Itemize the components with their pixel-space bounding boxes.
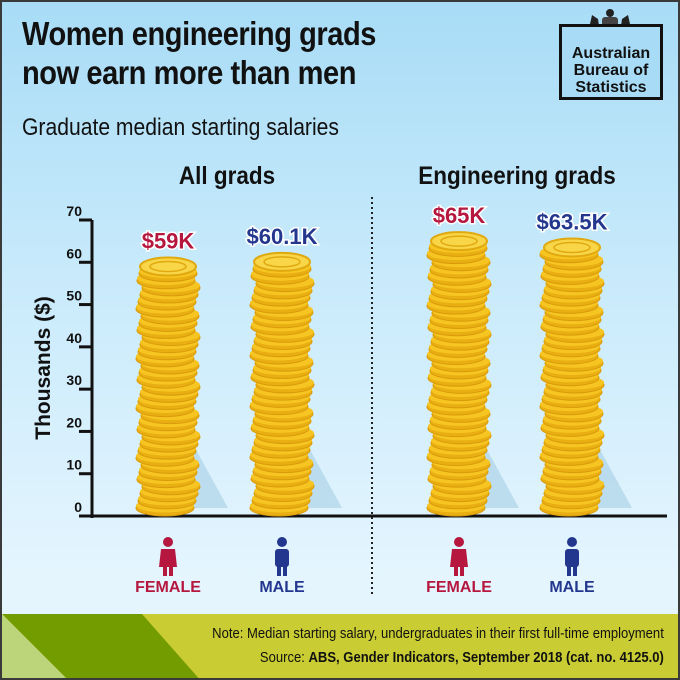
data-label: $60.1K — [247, 224, 318, 249]
coin-top-ring — [553, 241, 591, 254]
page-title: Women engineering grads now earn more th… — [22, 14, 376, 92]
x-category-label: FEMALE — [135, 579, 201, 596]
icon-leg — [573, 566, 577, 576]
data-label: $63.5K — [537, 209, 608, 234]
coin-top-ring — [149, 260, 187, 273]
icon-leg — [454, 566, 458, 576]
y-tick-label: 40 — [66, 330, 82, 346]
title-line-2: now earn more than men — [22, 54, 357, 91]
coin-top — [430, 231, 488, 252]
data-label: $65K — [433, 203, 486, 228]
y-tick-label: 70 — [66, 203, 82, 219]
coin-shadow — [485, 446, 519, 508]
icon-leg — [277, 566, 281, 576]
source-text: ABS, Gender Indicators, September 2018 (… — [308, 650, 664, 666]
icon-leg — [169, 566, 173, 576]
group-label-all-grads: All grads — [178, 162, 276, 190]
coin-shadow — [194, 446, 228, 508]
y-axis-label: Thousands ($) — [32, 296, 55, 440]
y-tick-label: 60 — [66, 245, 82, 261]
subtitle: Graduate median starting salaries — [22, 114, 339, 141]
footer-note: Note: Median starting salary, undergradu… — [212, 626, 664, 642]
x-category-label: MALE — [549, 579, 595, 596]
female-icon-body — [450, 549, 468, 567]
footer-stripes — [2, 614, 199, 678]
footer: Note: Median starting salary, undergradu… — [2, 614, 678, 678]
male-icon — [567, 537, 577, 547]
icon-leg — [567, 566, 571, 576]
coin-top — [139, 256, 197, 277]
footer-source: Source: ABS, Gender Indicators, Septembe… — [260, 650, 664, 666]
coin-top-ring — [263, 256, 301, 268]
x-category-label: FEMALE — [426, 579, 492, 596]
coin-top — [253, 251, 311, 272]
male-icon — [277, 537, 287, 547]
coin-top — [543, 237, 601, 258]
male-icon-body — [565, 549, 579, 567]
logo-line: Statistics — [575, 79, 647, 96]
female-icon — [454, 537, 464, 547]
abs-logo: Australian Bureau of Statistics — [559, 24, 663, 100]
x-category-label: MALE — [259, 579, 305, 596]
icon-leg — [283, 566, 287, 576]
coin-shadow — [598, 446, 632, 508]
y-tick-label: 50 — [66, 288, 82, 304]
female-icon-body — [159, 549, 177, 567]
y-tick-label: 10 — [66, 457, 82, 473]
title-line-1: Women engineering grads — [22, 15, 377, 52]
y-tick-label: 0 — [74, 499, 82, 515]
female-icon — [163, 537, 173, 547]
icon-leg — [163, 566, 167, 576]
y-tick-label: 30 — [66, 372, 82, 388]
coin-shadow — [308, 446, 342, 508]
data-label: $59K — [142, 229, 195, 254]
group-label-engineering-grads: Engineering grads — [418, 162, 616, 190]
logo-line: Australian — [571, 45, 651, 62]
male-icon-body — [275, 549, 289, 567]
chart: 0 10 20 30 40 50 60 70 Thousands ($) $59K FEMALE $6… — [32, 197, 667, 596]
coin-top-ring — [440, 235, 478, 247]
logo-line: Bureau of — [573, 62, 649, 79]
y-tick-label: 20 — [66, 414, 82, 430]
source-prefix: Source: — [260, 650, 309, 666]
icon-leg — [460, 566, 464, 576]
